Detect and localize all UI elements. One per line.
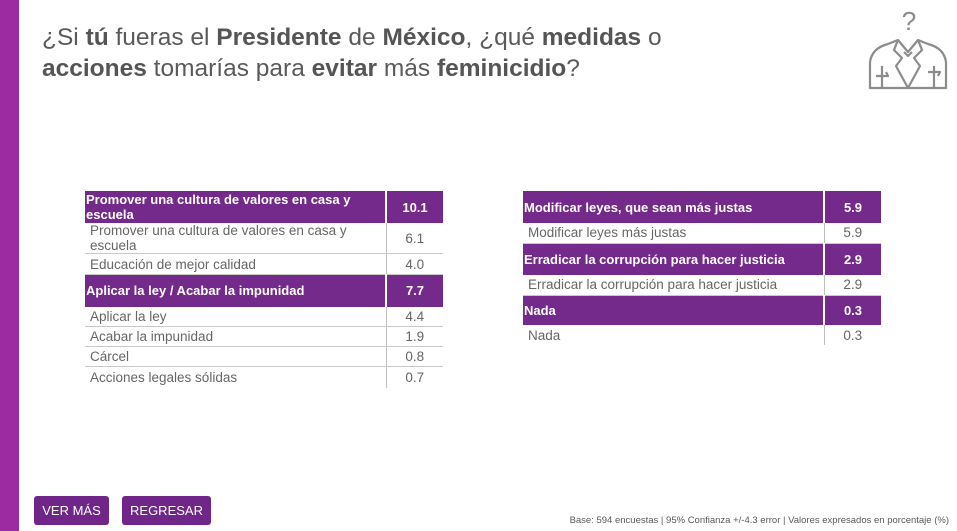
row-label: Erradicar la corrupción para hacer justi… <box>523 275 824 296</box>
title-part: , ¿qué <box>465 24 542 51</box>
row-value: 0.7 <box>385 366 443 388</box>
row-label: Erradicar la corrupción para hacer justi… <box>523 243 824 275</box>
table-row: Promover una cultura de valores en casa … <box>85 223 443 254</box>
row-label: Promover una cultura de valores en casa … <box>85 223 386 254</box>
row-value: 1.9 <box>385 326 443 347</box>
left-accent-bar <box>0 0 19 531</box>
right-results-table: Modificar leyes, que sean más justas 5.9 M… <box>523 191 881 345</box>
row-value: 2.9 <box>823 243 881 275</box>
ver-mas-button[interactable]: VER MÁS <box>34 496 109 525</box>
title-part: tomarías para <box>146 55 312 82</box>
row-value: 0.8 <box>385 346 443 367</box>
title-part: o <box>641 24 662 51</box>
table-row: Modificar leyes más justas 5.9 <box>523 223 881 244</box>
row-value: 0.3 <box>823 295 881 325</box>
row-label: Educación de mejor calidad <box>85 253 386 275</box>
title-part: fueras el <box>108 24 217 51</box>
row-value: 4.0 <box>385 253 443 275</box>
row-value: 10.1 <box>385 191 443 223</box>
left-results-table: Promover una cultura de valores en casa … <box>85 191 443 388</box>
title-part: de <box>341 24 383 51</box>
category-header-row: Nada 0.3 <box>523 295 881 325</box>
footer-note: Base: 594 encuestas | 95% Confianza +/-4… <box>569 515 949 526</box>
row-label: Nada <box>528 327 561 343</box>
table-row: Erradicar la corrupción para hacer justi… <box>523 275 881 296</box>
question-suit-icon: ? <box>866 6 950 92</box>
title-bold: acciones <box>42 55 147 82</box>
row-label: Acabar la impunidad <box>85 326 386 347</box>
title-bold: feminicidio <box>436 55 567 82</box>
title-bold: tú <box>85 24 109 51</box>
row-value: 5.9 <box>823 223 881 244</box>
page-title: ¿Si tú fueras el Presidente de México, ¿… <box>42 22 802 84</box>
title-bold: Presidente <box>216 24 342 51</box>
category-header-row: Promover una cultura de valores en casa … <box>85 191 443 223</box>
row-label: Aplicar la ley <box>85 306 386 327</box>
row-label: Cárcel <box>85 346 386 367</box>
table-row: Cárcel 0.8 <box>85 346 443 367</box>
row-label: Nada <box>523 295 824 325</box>
question-mark-glyph: ? <box>902 6 916 36</box>
regresar-button[interactable]: REGRESAR <box>122 496 211 525</box>
title-part: ¿Si <box>42 24 86 51</box>
title-part: más <box>377 55 437 82</box>
row-value: 6.1 <box>385 223 443 254</box>
row-label: Aplicar la ley / Acabar la impunidad <box>85 274 386 307</box>
right-results-body: Modificar leyes, que sean más justas 5.9 M… <box>523 191 881 345</box>
table-row: Acabar la impunidad 1.9 <box>85 326 443 347</box>
table-row: Acciones legales sólidas 0.7 <box>85 366 443 388</box>
row-label: Modificar leyes, que sean más justas <box>523 191 824 223</box>
row-value: 0.3 <box>823 325 881 345</box>
category-header-row: Modificar leyes, que sean más justas 5.9 <box>523 191 881 223</box>
row-label: Modificar leyes más justas <box>523 223 824 244</box>
row-value: 7.7 <box>385 274 443 307</box>
table-row: Educación de mejor calidad 4.0 <box>85 253 443 275</box>
category-header-row: Erradicar la corrupción para hacer justi… <box>523 243 881 275</box>
row-value: 2.9 <box>823 275 881 296</box>
left-results-body: Promover una cultura de valores en casa … <box>85 191 443 388</box>
row-label: Promover una cultura de valores en casa … <box>85 191 386 223</box>
title-bold: medidas <box>541 24 642 51</box>
title-bold: México <box>382 24 466 51</box>
category-header-row: Aplicar la ley / Acabar la impunidad 7.7 <box>85 274 443 307</box>
row-label: Acciones legales sólidas <box>90 369 238 385</box>
title-part: ? <box>566 55 580 82</box>
row-value: 4.4 <box>385 306 443 327</box>
table-row: Aplicar la ley 4.4 <box>85 306 443 327</box>
title-bold: evitar <box>311 55 378 82</box>
row-value: 5.9 <box>823 191 881 223</box>
table-row: Nada 0.3 <box>523 325 881 345</box>
